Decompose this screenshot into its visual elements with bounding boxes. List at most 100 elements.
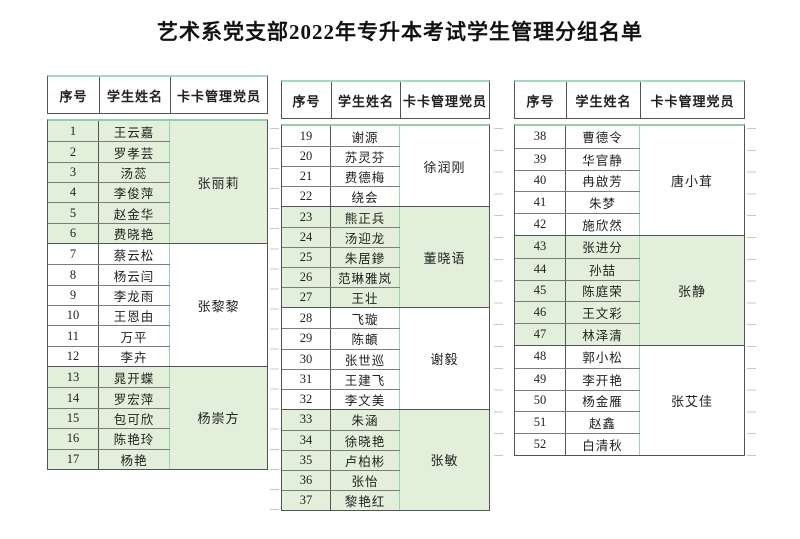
student-name-cell: 杨艳 [99,449,170,469]
manager-cell: 杨崇方 [197,411,240,427]
student-name-cell: 包可欣 [99,408,170,429]
student-name-cell: 白清秋 [566,434,640,455]
student-row: 25 朱居鏒 [282,247,400,268]
student-row: 33 朱涵 [282,409,400,430]
student-rows: 1 王云嘉 2 罗孝芸 3 汤蕊 4 李俊萍 5 赵金华 6 费晓艳 [48,121,170,244]
column-header: 学生姓名 [331,82,400,118]
group-table-1: 序号 学生姓名 卡卡管理党员 1 王云嘉 2 罗孝芸 3 汤蕊 4 李俊萍 5 赵金华 6 费晓艳 张丽莉 7 蔡… [47,75,268,470]
student-name-cell: 朱梦 [566,192,640,214]
student-row: 8 杨云闫 [48,264,170,285]
student-row: 39 华官静 [515,147,640,170]
student-name-cell: 蔡云松 [99,244,170,265]
student-name-cell: 杨云闫 [99,265,170,285]
serial-cell: 42 [515,214,566,235]
table-body: 1 王云嘉 2 罗孝芸 3 汤蕊 4 李俊萍 5 赵金华 6 费晓艳 张丽莉 7 蔡云松 8 杨云闫 9 李龙雨 10… [47,119,268,470]
student-row: 3 汤蕊 [48,161,170,183]
serial-cell: 23 [282,207,331,228]
student-name-cell: 汤蕊 [99,162,170,183]
student-row: 41 朱梦 [515,191,640,214]
serial-cell: 21 [282,167,331,187]
serial-cell: 50 [515,390,566,412]
student-rows: 23 熊正兵 24 汤迎龙 25 朱居鏒 26 范琳雅岚 27 王壮 [282,207,400,308]
serial-cell: 17 [48,449,99,469]
serial-cell: 4 [48,183,99,203]
serial-cell: 34 [282,430,331,450]
serial-cell: 37 [282,490,331,510]
serial-cell: 28 [282,308,331,329]
serial-cell: 3 [48,162,99,183]
student-row: 43 张进分 [515,235,640,258]
student-row: 45 陈庭荣 [515,279,640,302]
serial-cell: 25 [282,248,331,268]
student-name-cell: 王建飞 [331,369,400,389]
student-row: 19 谢源 [282,126,400,147]
serial-cell: 31 [282,369,331,389]
student-row: 32 李文美 [282,388,400,409]
serial-cell: 11 [48,326,99,346]
student-name-cell: 万平 [99,326,170,346]
student-row: 1 王云嘉 [48,121,170,142]
student-name-cell: 费晓艳 [99,223,170,244]
student-name-cell: 汤迎龙 [331,228,400,248]
student-row: 9 李龙雨 [48,284,170,306]
student-row: 28 飞璇 [282,308,400,329]
student-name-cell: 赵金华 [99,203,170,223]
student-row: 21 费德梅 [282,166,400,187]
column-header: 序号 [526,93,555,109]
gridline-ticks [270,128,279,510]
serial-cell: 35 [282,450,331,470]
manager-cell: 张敏 [430,453,459,469]
student-name-cell: 王文彩 [566,302,640,324]
manager-cell: 董晓语 [423,250,466,266]
student-rows: 7 蔡云松 8 杨云闫 9 李龙雨 10 王恩由 11 万平 12 李卉 [48,244,170,367]
manager-cell: 徐润刚 [423,159,466,175]
table-body: 19 谢源 20 苏灵芬 21 费德梅 22 绕会 徐润刚 23 熊正兵 24 汤迎龙 25 朱居鏒 26 范琳… [281,124,490,511]
student-row: 13 晁开蝶 [48,367,170,388]
table-header: 序号 学生姓名 卡卡管理党员 [281,80,490,119]
column-header: 学生姓名 [99,77,170,113]
student-name-cell: 绕会 [331,187,400,207]
student-group: 1 王云嘉 2 罗孝芸 3 汤蕊 4 李俊萍 5 赵金华 6 费晓艳 张丽莉 [48,121,267,244]
student-row: 26 范琳雅岚 [282,267,400,288]
student-row: 34 徐晓艳 [282,429,400,450]
serial-cell: 40 [515,170,566,192]
student-name-cell: 飞璇 [331,308,400,329]
student-row: 29 陈頔 [282,328,400,349]
student-name-cell: 施欣然 [566,214,640,235]
manager-cell: 张静 [677,283,706,299]
student-row: 30 张世巡 [282,348,400,369]
column-header: 卡卡管理党员 [400,82,489,118]
serial-cell: 6 [48,223,99,244]
student-name-cell: 晁开蝶 [99,367,170,388]
serial-cell: 52 [515,434,566,455]
group-table-2: 序号 学生姓名 卡卡管理党员 19 谢源 20 苏灵芬 21 费德梅 22 绕会 徐润刚 23 熊正兵 24… [281,80,490,511]
student-row: 35 卢柏彬 [282,449,400,470]
student-name-cell: 张怡 [331,470,400,490]
manager-cell: 张黎黎 [197,298,240,314]
student-name-cell: 孙喆 [566,258,640,280]
group-table-3: 序号 学生姓名 卡卡管理党员 38 曹德令 39 华官静 40 冉啟芳 41 朱梦 42 施欣然 唐小茸 4… [514,80,745,456]
student-row: 27 王壮 [282,287,400,308]
student-name-cell: 林泽清 [566,324,640,345]
column-header: 卡卡管理党员 [170,77,267,113]
serial-cell: 43 [515,235,566,258]
student-name-cell: 费德梅 [331,167,400,187]
student-row: 42 施欣然 [515,213,640,235]
student-name-cell: 李俊萍 [99,183,170,203]
student-name-cell: 郭小松 [566,345,640,368]
student-row: 48 郭小松 [515,345,640,368]
serial-cell: 7 [48,244,99,265]
student-name-cell: 华官静 [566,148,640,170]
student-rows: 33 朱涵 34 徐晓艳 35 卢柏彬 36 张怡 37 黎艳红 [282,409,400,510]
serial-cell: 15 [48,408,99,429]
student-name-cell: 苏灵芬 [331,147,400,167]
serial-cell: 20 [282,147,331,167]
serial-cell: 32 [282,389,331,409]
student-row: 14 罗宏萍 [48,387,170,408]
student-name-cell: 卢柏彬 [331,450,400,470]
student-name-cell: 陈頔 [331,329,400,349]
serial-cell: 19 [282,126,331,147]
column-header: 序号 [292,93,321,109]
student-row: 52 白清秋 [515,433,640,455]
serial-cell: 30 [282,349,331,369]
